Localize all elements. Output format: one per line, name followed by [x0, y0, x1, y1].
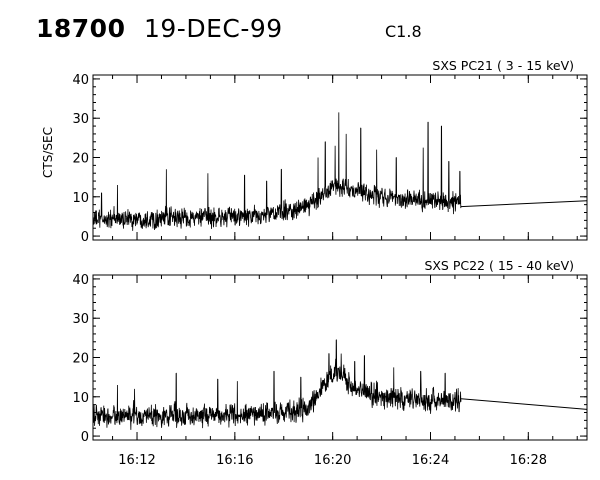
chart-panel-1: SXS PC21 ( 3 - 15 keV) CTS/SEC 0 10 20 30 40 [41, 58, 588, 245]
y-tick-label: 40 [72, 273, 89, 288]
y-axis-label: CTS/SEC [41, 127, 55, 178]
flare-class-label: C1.8 [385, 22, 422, 41]
y-tick-label: 20 [72, 152, 89, 167]
tail-line [461, 398, 588, 410]
x-tick-label: 16:16 [216, 453, 253, 468]
event-date-label: 19-DEC-99 [144, 14, 283, 43]
y-tick-label: 30 [72, 312, 89, 327]
y-tick-label: 10 [72, 391, 89, 406]
chart-panel-2: SXS PC22 ( 15 - 40 keV) 0 10 20 30 40 16:12 16:… [72, 258, 588, 468]
event-number-label: 18700 [36, 14, 126, 43]
x-tick-label: 16:24 [412, 453, 449, 468]
tail-line [461, 200, 588, 208]
x-tick-label: 16:12 [118, 453, 155, 468]
x-tick-label: 16:20 [314, 453, 351, 468]
y-tick-label: 0 [81, 430, 89, 445]
x-tick-label: 16:28 [510, 453, 547, 468]
y-tick-label: 20 [72, 352, 89, 367]
y-tick-label: 0 [81, 230, 89, 245]
count-rate-series [92, 112, 462, 231]
y-tick-label: 10 [72, 191, 89, 206]
y-tick-label: 40 [72, 73, 89, 88]
count-rate-series [92, 339, 462, 430]
y-tick-label: 30 [72, 112, 89, 127]
channel-label: SXS PC22 ( 15 - 40 keV) [424, 258, 574, 273]
channel-label: SXS PC21 ( 3 - 15 keV) [432, 58, 574, 73]
